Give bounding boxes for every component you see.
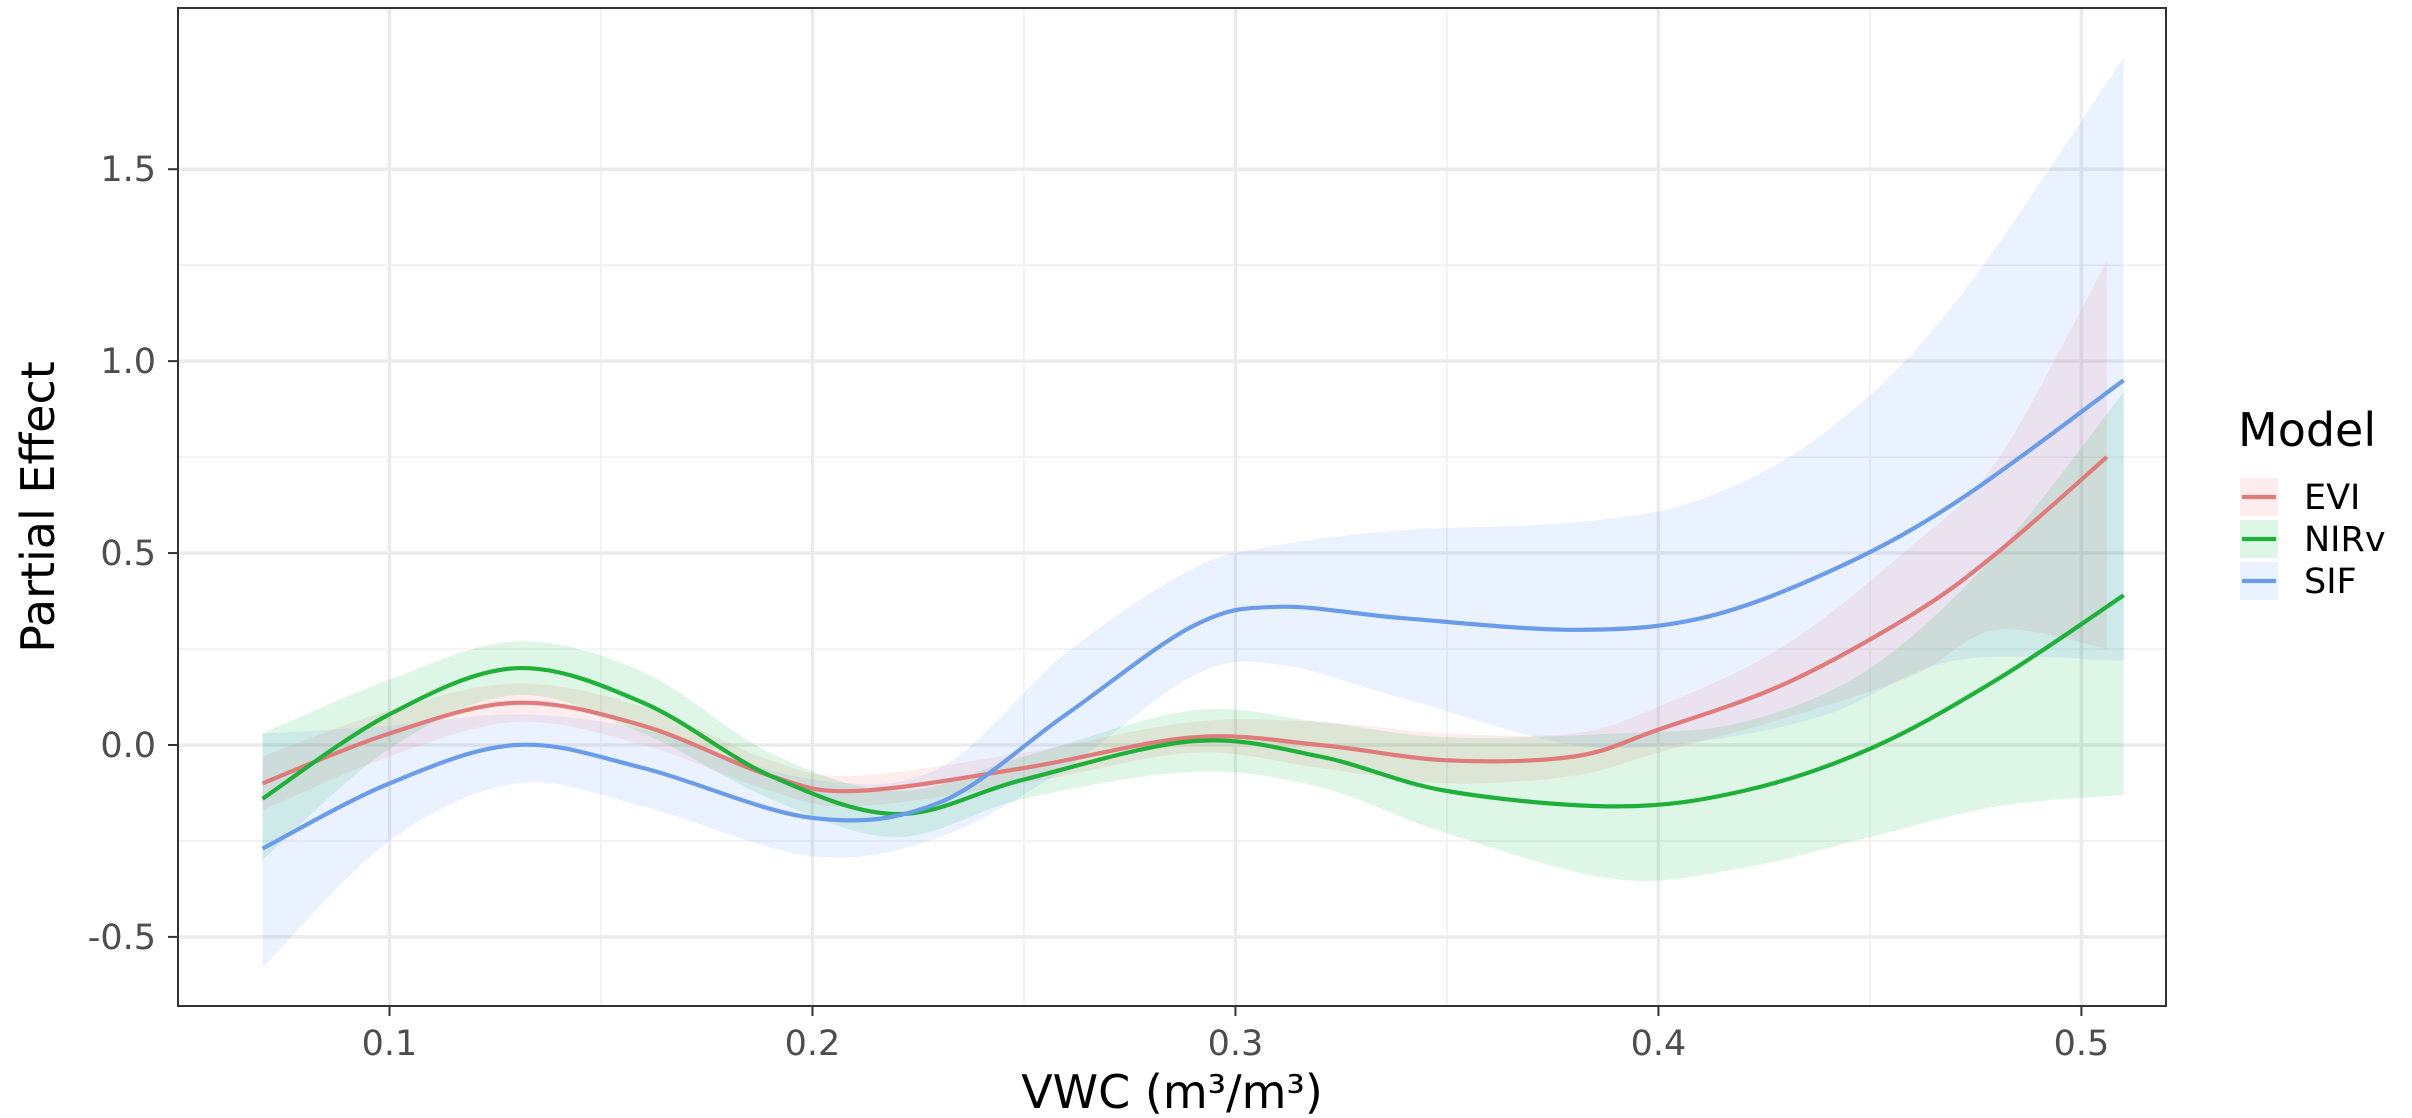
nirv-legend-label: NIRv xyxy=(2304,520,2386,560)
y-tick-label: -0.5 xyxy=(88,918,156,958)
x-tick-label: 0.1 xyxy=(362,1024,418,1064)
sif-confidence-ribbon xyxy=(262,57,2124,968)
x-axis-title: VWC (m³/m³) xyxy=(1021,1065,1323,1118)
x-tick-label: 0.5 xyxy=(2054,1024,2110,1064)
x-tick-label: 0.3 xyxy=(1208,1024,1264,1064)
y-tick-label: 1.5 xyxy=(100,150,156,190)
x-tick-label: 0.4 xyxy=(1631,1024,1687,1064)
x-tick-label: 0.2 xyxy=(785,1024,841,1064)
minor-gridlines xyxy=(178,8,2166,1006)
plot-border xyxy=(177,7,2167,1007)
evi-legend-label: EVI xyxy=(2304,478,2360,518)
y-axis-title: Partial Effect xyxy=(11,361,65,653)
series-lines xyxy=(261,378,2125,851)
evi-line xyxy=(261,455,2109,794)
plot-panel xyxy=(178,8,2166,1006)
sif-legend-label: SIF xyxy=(2304,562,2357,602)
y-tick-label: 0.0 xyxy=(100,726,156,766)
x-axis: 0.1 0.2 0.3 0.4 0.5 xyxy=(362,1006,2110,1064)
y-axis: -0.5 0.0 0.5 1.0 1.5 xyxy=(88,150,178,958)
nirv-line xyxy=(261,593,2125,817)
y-tick-label: 0.5 xyxy=(100,534,156,574)
y-tick-label: 1.0 xyxy=(100,342,156,382)
sif-line xyxy=(261,378,2125,851)
legend-title: Model xyxy=(2238,403,2376,457)
